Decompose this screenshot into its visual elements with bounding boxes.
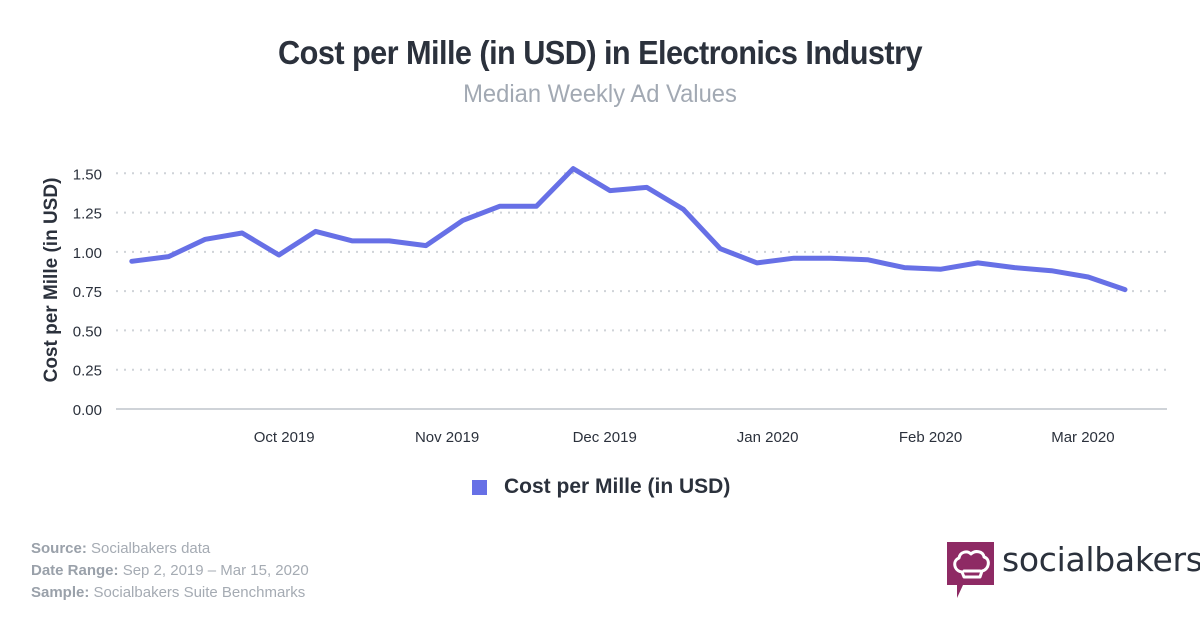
x-tick-label: Nov 2019 (415, 429, 479, 446)
legend-swatch (472, 479, 487, 495)
footer-source-label: Source: (31, 540, 87, 557)
legend: Cost per Mille (in USD) (472, 474, 730, 500)
series-layer (129, 166, 1128, 293)
chart-title: Cost per Mille (in USD) in Electronics I… (278, 34, 922, 71)
footer-sample-value: Socialbakers Suite Benchmarks (93, 584, 306, 601)
y-axis-title: Cost per Mille (in USD) (41, 178, 62, 383)
x-tick-label: Oct 2019 (254, 429, 315, 446)
footer-source: Source: Socialbakers data (31, 538, 309, 560)
footer-date-range: Date Range: Sep 2, 2019 – Mar 15, 2020 (31, 560, 309, 582)
y-tick-label: 1.00 (73, 245, 102, 262)
line-chart: 0.00 0.25 0.50 0.75 1.00 1.25 1.50 Oct 2019 Nov… (41, 166, 1167, 446)
x-tick-label: Dec 2019 (573, 429, 637, 446)
series-line (129, 166, 1128, 293)
footer-source-value: Socialbakers data (91, 540, 211, 557)
x-tick-label: Feb 2020 (899, 429, 962, 446)
y-tick-label: 0.00 (73, 402, 102, 419)
y-tick-label: 0.75 (73, 284, 102, 301)
y-tick-labels: 0.00 0.25 0.50 0.75 1.00 1.25 1.50 (73, 166, 102, 419)
logo-text: socialbakers (1002, 540, 1200, 579)
x-tick-label: Jan 2020 (737, 429, 799, 446)
gridlines (116, 172, 1167, 410)
legend-label: Cost per Mille (in USD) (504, 475, 731, 498)
y-tick-label: 1.25 (73, 206, 102, 223)
chart-subtitle: Median Weekly Ad Values (463, 80, 737, 108)
x-tick-labels: Oct 2019 Nov 2019 Dec 2019 Jan 2020 Feb 2020… (254, 429, 1115, 446)
footer-sample: Sample: Socialbakers Suite Benchmarks (31, 582, 309, 604)
footer: Source: Socialbakers data Date Range: Se… (31, 538, 309, 604)
x-tick-label: Mar 2020 (1051, 429, 1114, 446)
chef-hat-icon (953, 550, 990, 579)
y-tick-label: 1.50 (73, 166, 102, 183)
y-tick-label: 0.25 (73, 363, 102, 380)
socialbakers-logo (947, 542, 994, 598)
footer-range-value: Sep 2, 2019 – Mar 15, 2020 (122, 562, 309, 579)
footer-sample-label: Sample: (31, 584, 90, 601)
footer-range-label: Date Range: (31, 562, 119, 579)
y-tick-label: 0.50 (73, 323, 102, 340)
